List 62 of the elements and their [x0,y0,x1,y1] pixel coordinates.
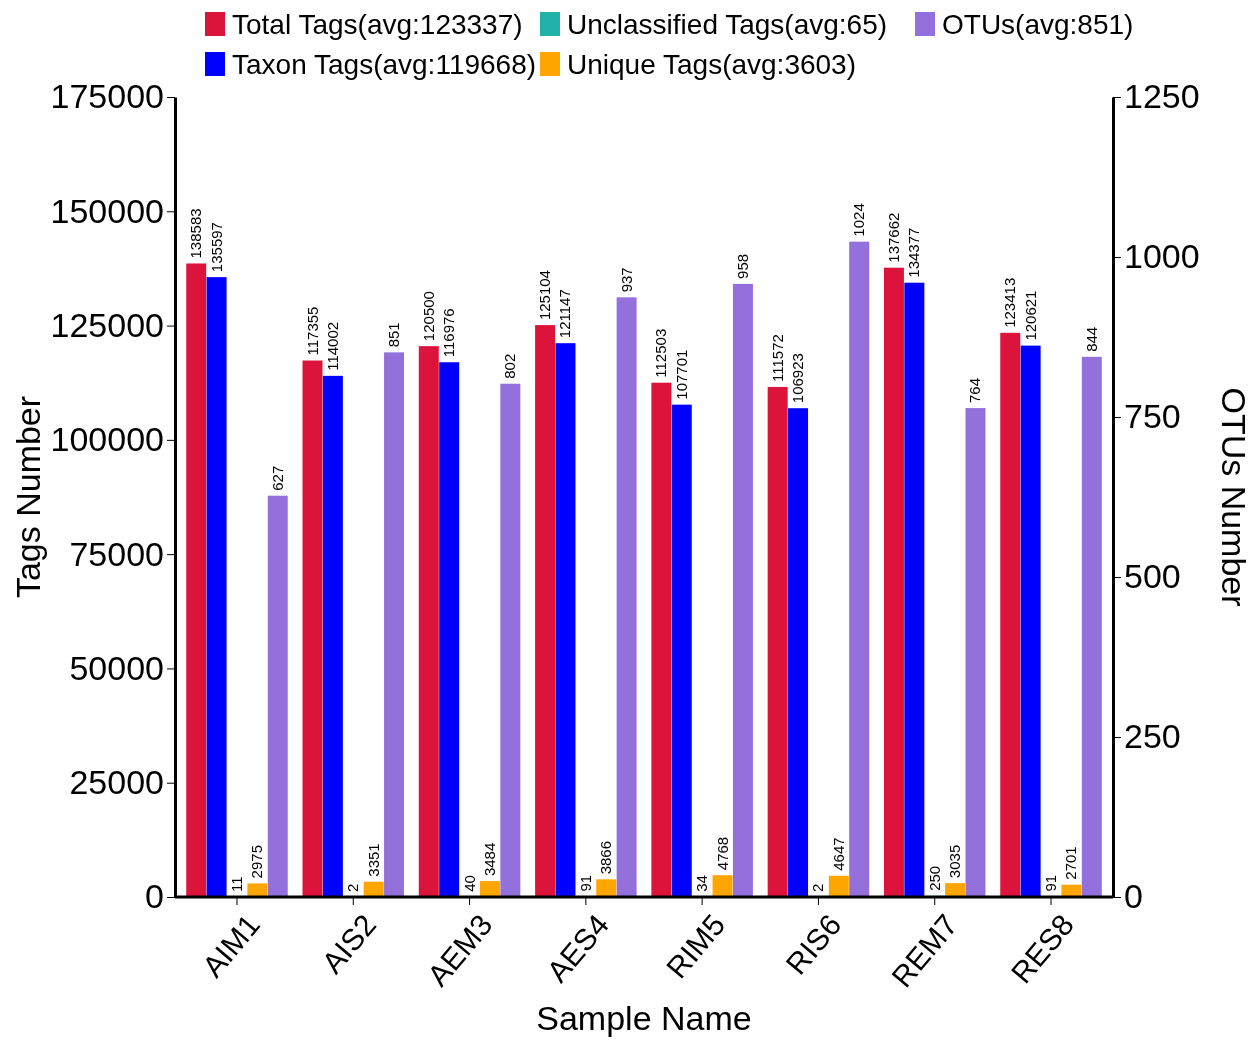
y-tick-label: 100000 [50,420,164,459]
data-label: 250 [925,865,943,891]
data-label: 1024 [850,203,868,237]
data-label: 2701 [1062,846,1080,880]
data-label: 120621 [1021,290,1039,341]
data-label: 627 [268,465,286,491]
legend-label: Unclassified Tags(avg:65) [567,9,888,40]
y2-tick-label: 750 [1124,397,1181,436]
data-label: 111572 [768,334,786,382]
y2-tick-label: 1250 [1124,77,1200,116]
y2-tick-label: 500 [1124,557,1181,596]
data-label: 120500 [419,291,437,342]
data-label: 2 [809,883,827,892]
data-label: 106923 [789,353,807,404]
data-label: 125104 [536,270,554,321]
data-label: 3484 [480,842,498,877]
legend-label: Taxon Tags(avg:119668) [232,49,537,80]
data-label: 844 [1082,326,1100,352]
legend-label: Unique Tags(avg:3603) [567,49,857,80]
data-label: 107701 [672,349,690,400]
data-label: 135597 [207,222,225,273]
data-label: 764 [966,378,984,404]
data-label: 134377 [905,227,923,278]
data-label: 91 [576,874,594,892]
data-label: 137662 [884,212,902,263]
data-label: 114002 [323,321,341,371]
y-tick-label: 125000 [50,305,164,344]
data-label: 117355 [303,306,321,356]
legend-label: OTUs(avg:851) [942,9,1134,40]
y2-tick-label: 0 [1124,877,1143,916]
data-label: 937 [617,267,635,293]
y2-axis-title: OTUs Number [1215,387,1253,607]
y2-tick-label: 250 [1124,717,1181,756]
data-label: 2 [344,883,362,892]
data-label: 123413 [1001,277,1019,328]
data-label: 3035 [946,844,964,879]
data-label: 121147 [556,289,574,339]
y-tick-label: 150000 [50,191,164,230]
data-label: 4647 [829,837,847,871]
y2-tick-label: 1000 [1124,237,1200,276]
legend-label: Total Tags(avg:123337) [232,9,523,40]
data-label: 4768 [713,836,731,871]
data-label: 138583 [187,208,205,259]
y-tick-label: 175000 [50,77,164,116]
data-label: 34 [693,875,711,892]
data-label: 3866 [597,840,615,875]
data-label: 2975 [248,845,266,879]
data-label: 11 [227,876,245,892]
data-label: 116976 [440,308,458,358]
data-label: 40 [460,875,478,892]
y-tick-label: 25000 [69,763,164,802]
x-axis-title: Sample Name [536,999,752,1037]
y-axis-title: Tags Number [9,395,47,599]
data-label: 958 [733,253,751,279]
y-tick-label: 75000 [69,534,164,573]
y-tick-label: 0 [145,877,164,916]
y-tick-label: 50000 [69,648,164,687]
data-label: 112503 [652,328,670,378]
data-label: 851 [385,322,403,348]
data-label: 802 [501,353,519,379]
data-label: 91 [1042,874,1060,892]
data-label: 3351 [364,843,382,877]
